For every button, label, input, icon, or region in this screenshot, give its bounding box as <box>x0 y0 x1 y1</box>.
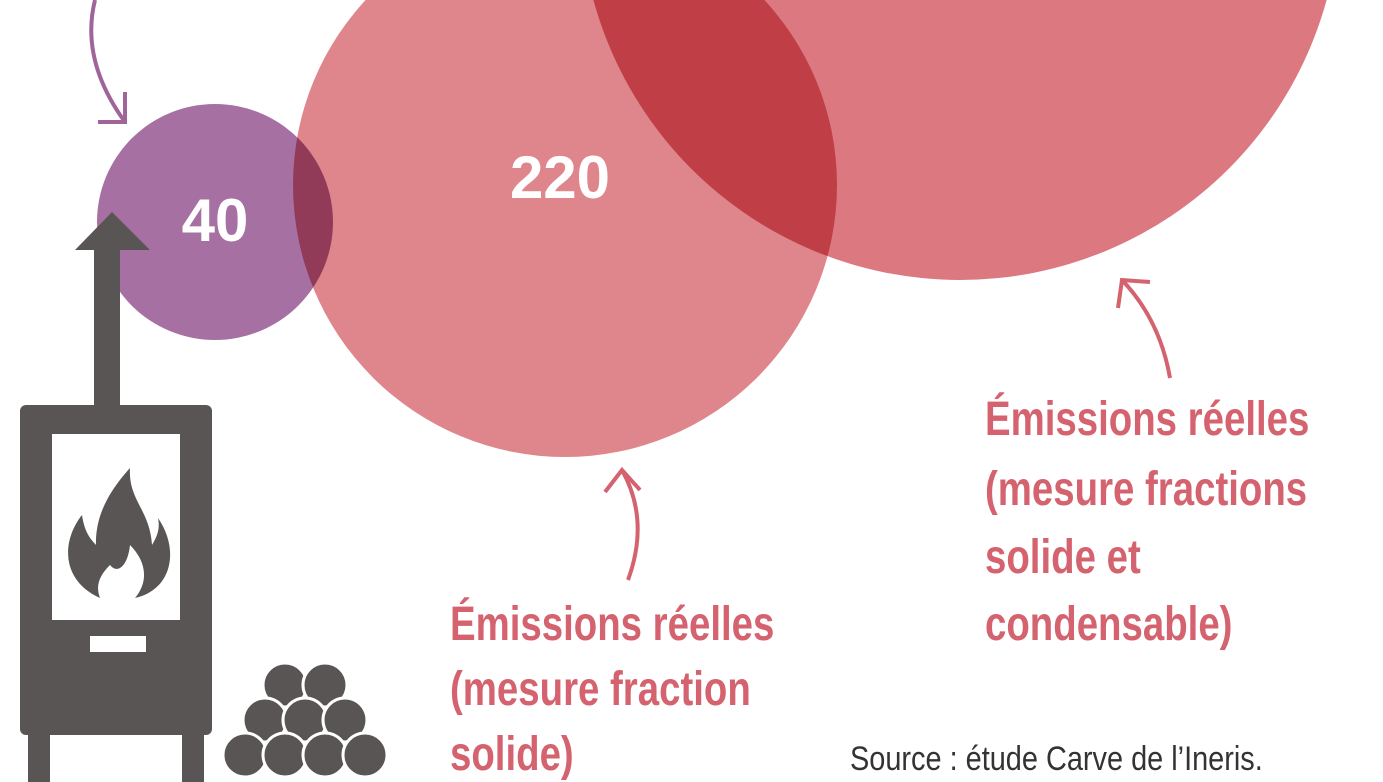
caption-line: solide et <box>985 531 1141 584</box>
caption: Émissions réelles (mesure fractions soli… <box>985 391 1309 651</box>
source-text: Source : étude Carve de l’Ineris. <box>850 739 1263 778</box>
arrow <box>1116 277 1172 379</box>
source: Source : étude Carve de l’Ineris. <box>850 739 1263 778</box>
caption-line: Émissions réelles <box>450 596 774 651</box>
bubble-small <box>97 104 333 340</box>
arrow <box>89 0 127 124</box>
caption: Émissions réelles (mesure fraction solid… <box>450 596 774 781</box>
bubble-value: 220 <box>510 144 610 211</box>
caption-line: solide) <box>450 728 574 781</box>
bubble-value: 40 <box>182 187 249 254</box>
caption-line: Émissions réelles <box>985 391 1309 446</box>
caption-line: (mesure fractions <box>985 463 1307 516</box>
stove-icon <box>20 212 212 782</box>
arrow <box>603 466 642 581</box>
logs-icon <box>221 661 389 779</box>
bubble-medium <box>293 0 837 457</box>
caption-line: (mesure fraction <box>450 663 751 716</box>
caption-line: condensable) <box>985 598 1232 651</box>
bubbles <box>97 0 1327 457</box>
